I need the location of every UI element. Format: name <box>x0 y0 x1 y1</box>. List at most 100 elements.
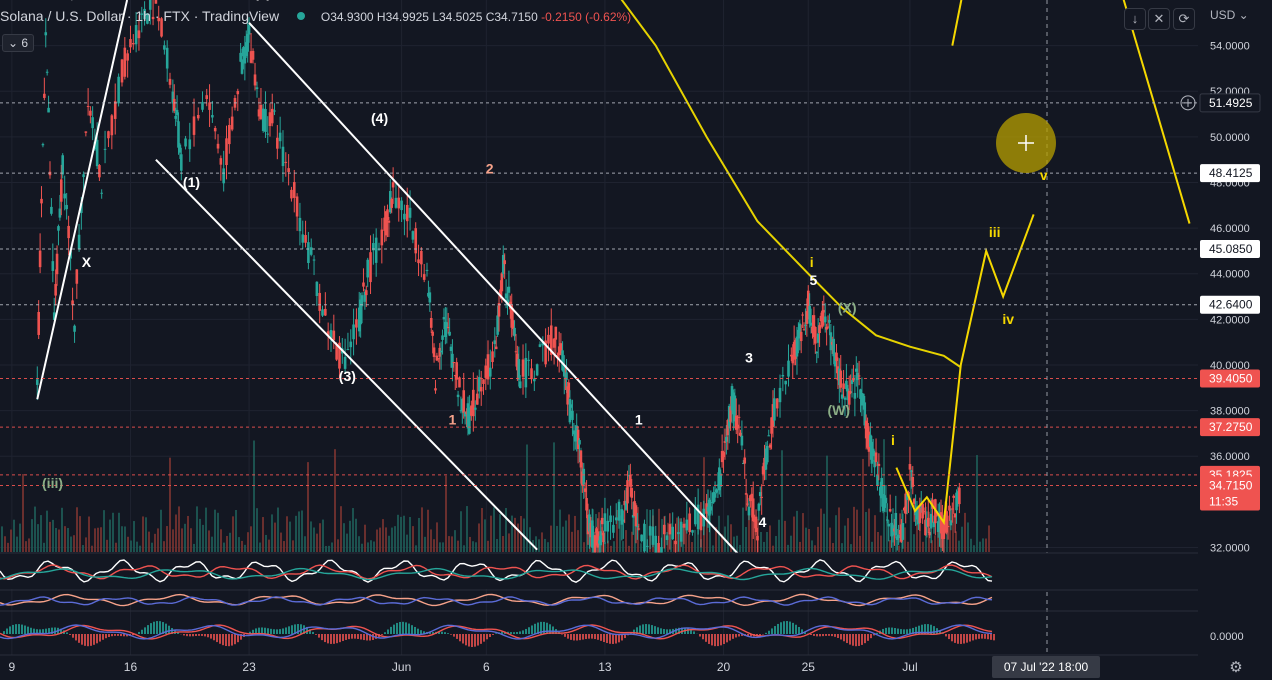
candle <box>338 342 341 369</box>
volume-bar <box>217 512 219 552</box>
candle <box>723 441 727 443</box>
candle <box>243 47 247 64</box>
macd-bar <box>771 628 773 634</box>
macd-bar <box>138 631 140 634</box>
candle <box>768 444 772 448</box>
volume-bar <box>55 527 57 552</box>
candle <box>904 493 908 514</box>
volume-bar <box>985 538 987 552</box>
candle <box>946 525 950 528</box>
arrow-down-icon[interactable]: ↓ <box>1124 8 1146 30</box>
macd-bar <box>447 633 449 634</box>
candle <box>180 154 183 171</box>
candle <box>75 269 79 284</box>
candle <box>387 220 391 223</box>
symbol-title[interactable]: Solana / U.S. Dollar · 1h · FTX · Tradin… <box>0 8 280 24</box>
candle <box>922 511 926 513</box>
candle <box>804 324 807 326</box>
candle <box>849 391 852 394</box>
gear-icon[interactable]: ⚙ <box>1229 659 1242 676</box>
macd-bar <box>330 634 332 644</box>
macd-bar <box>633 629 635 634</box>
volume-bar <box>4 536 6 552</box>
volume-bar <box>958 540 960 552</box>
currency-selector[interactable]: USD ⌄ <box>1210 8 1249 22</box>
y-tick-label: 42.0000 <box>1210 314 1250 326</box>
candle <box>866 423 869 448</box>
macd-bar <box>291 625 293 634</box>
macd-bar <box>27 626 29 634</box>
indicator-tick-label: 0.0000 <box>1210 631 1244 643</box>
wave-label: 4 <box>759 514 767 530</box>
candle <box>900 524 903 542</box>
macd-bar <box>495 633 497 634</box>
price-marker-bg <box>1200 369 1260 388</box>
candle <box>902 507 906 511</box>
candle <box>298 217 302 232</box>
candle <box>886 519 889 521</box>
candle <box>357 307 361 332</box>
candle <box>857 375 861 377</box>
volume-bar <box>820 508 822 552</box>
candle <box>873 460 876 468</box>
macd-bar <box>885 627 887 634</box>
candle <box>465 411 468 414</box>
x-tick-label: 25 <box>802 660 816 674</box>
candle <box>504 293 508 299</box>
candle <box>732 392 735 415</box>
candle <box>839 370 843 388</box>
refresh-icon[interactable]: ⟳ <box>1173 8 1195 30</box>
candle <box>47 107 50 113</box>
candle <box>175 109 179 116</box>
macd-bar <box>492 634 494 635</box>
candle <box>61 155 64 175</box>
candle <box>244 42 248 56</box>
macd-bar <box>273 629 275 634</box>
candle <box>953 513 957 518</box>
volume-bar <box>187 515 189 552</box>
macd-bar <box>789 621 791 634</box>
volume-bar <box>124 526 126 552</box>
macd-bar <box>126 634 128 637</box>
macd-bar <box>846 634 848 644</box>
volume-bar <box>238 537 240 552</box>
volume-bar <box>562 526 564 552</box>
macd-bar <box>93 634 95 645</box>
macd-bar <box>333 634 335 644</box>
macd-bar <box>228 634 230 647</box>
volume-bar <box>118 512 120 552</box>
macd-bar <box>990 634 992 640</box>
indicator-count-button[interactable]: ⌄ 6 <box>2 34 35 52</box>
macd-bar <box>429 632 431 634</box>
macd-bar <box>327 634 329 644</box>
candle <box>163 45 166 50</box>
macd-bar <box>858 634 860 646</box>
volume-bar <box>370 540 372 552</box>
candle <box>898 529 902 535</box>
macd-bar <box>240 634 242 640</box>
volume-bar <box>808 528 810 552</box>
macd-bar <box>708 634 710 644</box>
close-icon[interactable]: ✕ <box>1148 8 1170 30</box>
volume-bar <box>115 542 117 552</box>
wave-label: X <box>82 254 92 270</box>
macd-bar <box>891 627 893 634</box>
y-tick-label: 38.0000 <box>1210 406 1250 418</box>
volume-bar <box>928 511 930 552</box>
candle <box>928 531 932 536</box>
macd-bar <box>819 634 821 637</box>
candle <box>597 540 601 544</box>
candle <box>386 209 389 220</box>
candle <box>602 532 605 543</box>
candle <box>761 466 765 475</box>
candle <box>499 289 502 297</box>
macd-bar <box>285 627 287 634</box>
candle <box>850 380 854 384</box>
candle <box>854 368 858 372</box>
volume-bar <box>70 536 72 552</box>
macd-bar <box>600 634 602 641</box>
candle <box>881 494 885 512</box>
candle <box>706 506 710 512</box>
